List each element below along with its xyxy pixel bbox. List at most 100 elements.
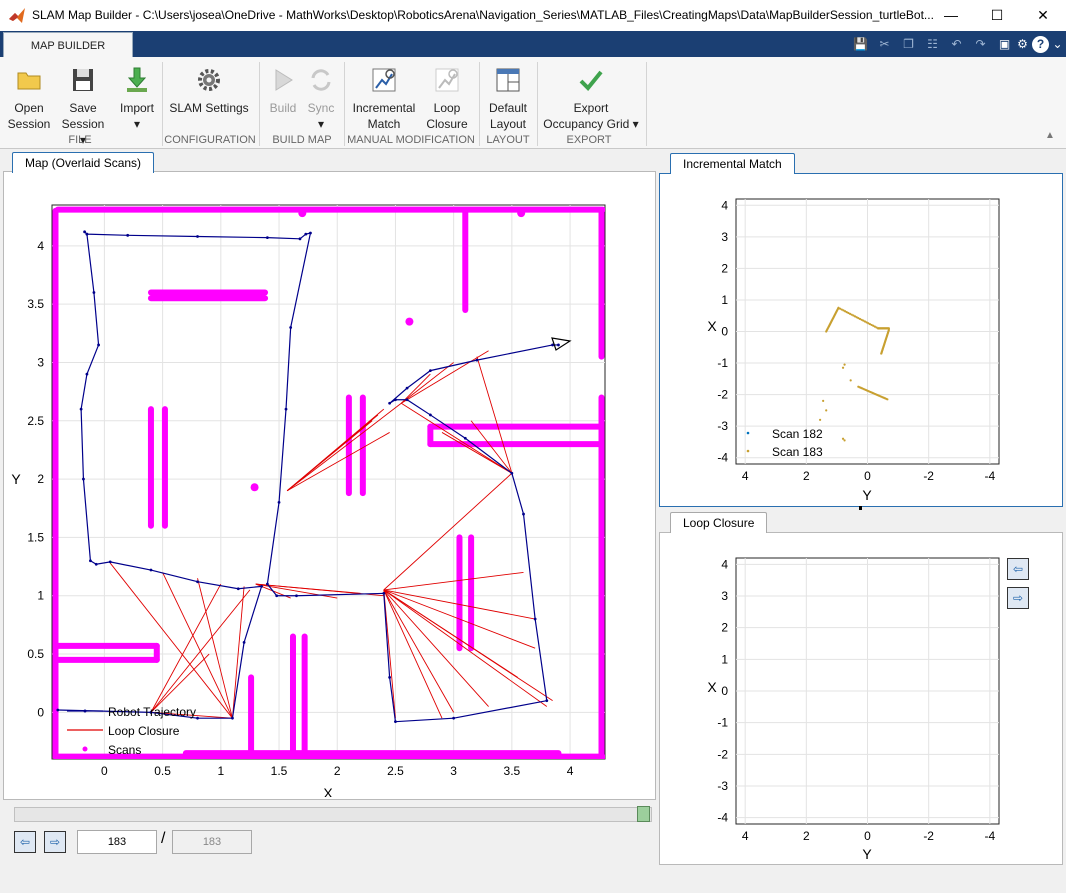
scan-183-point [870,323,873,327]
copy-icon[interactable]: ❐ [903,37,914,51]
import-arrow-icon [127,67,147,92]
slam-settings-button[interactable]: SLAM Settings [166,66,252,116]
export-label-2: Occupancy Grid [543,117,630,131]
ytick-label: -2 [717,388,728,402]
trajectory-node [388,401,392,405]
import-dropdown-icon[interactable]: ▾ [133,117,141,131]
chevron-down-icon[interactable]: ⌄ [1052,37,1063,51]
play-icon [275,69,293,91]
group-separator [344,62,345,146]
tab-incremental-match[interactable]: Incremental Match [670,153,795,174]
redo-icon[interactable]: ↷ [975,37,986,51]
xtick-label: 0 [864,829,871,843]
loop-closure-line [383,589,536,649]
splitter-handle[interactable] [859,506,862,510]
group-separator [259,62,260,146]
export-label-1: Export [573,101,609,115]
loop-tick-labels: 4 2 0 -2 -4 4 3 2 1 0 -1 -2 -3 -4 [717,557,995,843]
export-occupancy-grid-button[interactable]: Export Occupancy Grid ▾ [542,66,640,132]
cut-icon[interactable]: ✂ [879,37,890,51]
legend-marker-scan183 [746,449,750,453]
robot-trajectory [56,230,560,724]
scan-183-point [842,309,845,312]
open-session-button[interactable]: Open Session [4,66,54,132]
trajectory-node [309,231,312,235]
scan-183-point [862,319,865,322]
trajectory-node [231,716,234,720]
paste-icon[interactable]: ☷ [927,37,938,51]
map-xtick-label: 2 [334,764,341,778]
map-plot[interactable]: 0 0.5 1 1.5 2 2.5 3 3.5 4 0 0.5 1 1.5 2 2.5 3 3.5 4 X Y R… [3,172,654,797]
trajectory-node [97,343,100,347]
maximize-button[interactable]: ☐ [990,7,1004,23]
close-button[interactable]: ✕ [1037,7,1049,23]
loop-closure-line [286,402,402,492]
incremental-match-label-1: Incremental [352,101,416,115]
trajectory-node [388,675,392,679]
save-quick-icon[interactable]: 💾 [853,37,868,51]
map-ytick-label: 3 [37,355,44,369]
trajectory-node [545,699,549,703]
minimize-button[interactable]: — [944,7,958,23]
loop-closure-line [383,589,455,713]
default-layout-label-2: Layout [489,117,527,131]
group-label-layout: LAYOUT [486,134,530,146]
trajectory-node [533,617,537,621]
trajectory-node [149,710,153,714]
trajectory-node [265,582,269,586]
scan-slider[interactable] [14,807,652,822]
tab-loop-closure[interactable]: Loop Closure [670,512,768,533]
sync-dropdown-icon[interactable]: ▾ [317,117,325,131]
next-scan-button[interactable]: ⇨ [44,831,66,853]
current-scan-input[interactable]: 183 [77,830,157,854]
trajectory-node [557,343,560,347]
arrow-right-icon: ⇨ [49,835,61,849]
loop-previous-button[interactable]: ⇦ [1007,558,1029,580]
legend-scan183-label: Scan 183 [772,445,823,459]
build-button[interactable]: Build [264,66,302,116]
save-session-button[interactable]: Save Session ▾ [58,66,108,148]
loop-closure-plot[interactable]: 4 2 0 -2 -4 4 3 2 1 0 -1 -2 -3 -4 Y X [660,533,1005,863]
sync-button[interactable]: Sync ▾ [302,66,340,132]
loop-closure-button[interactable]: Loop Closure [424,66,470,132]
ribbon [0,57,1066,149]
tab-map-overlaid-scans[interactable]: Map (Overlaid Scans) [12,152,155,173]
undo-icon[interactable]: ↶ [951,37,962,51]
default-layout-button[interactable]: Default Layout [484,66,532,132]
scan-slider-thumb[interactable] [637,806,650,822]
legend-marker-trajectory [83,709,87,713]
loop-ylabel: X [707,679,717,695]
legend-loop-closure-label: Loop Closure [108,724,180,738]
settings-icon[interactable]: ⚙ [1017,37,1028,51]
loop-closure-lines [109,350,553,719]
trajectory-node [394,720,397,724]
scan-183-point [855,316,858,319]
tab-map-builder[interactable]: MAP BUILDER [3,32,133,58]
scan-183-point [847,311,850,315]
trajectory-node [428,413,432,417]
map-ytick-label: 2 [37,472,44,486]
layout-icon[interactable]: ▣ [998,37,1011,51]
loop-closure-line [470,420,513,474]
matlab-logo-icon [9,8,25,23]
trajectory-node [83,230,86,234]
import-button[interactable]: Import ▾ [112,66,162,132]
incremental-match-button[interactable]: Incremental Match [350,66,418,132]
export-dropdown-icon[interactable]: ▾ [632,117,639,131]
xtick-label: 2 [803,469,810,483]
loop-next-button[interactable]: ⇨ [1007,587,1029,609]
ytick-label: -4 [717,811,728,825]
trajectory-node [284,407,288,411]
map-xtick-label: 3 [450,764,457,778]
collapse-ribbon-icon[interactable]: ▲ [1045,130,1055,141]
trajectory-node [85,232,89,236]
loop-closure-line [383,589,536,620]
help-icon[interactable]: ? [1032,36,1049,53]
robot-pose-arrow-icon [551,337,572,351]
incremental-match-plot[interactable]: 4 2 0 -2 -4 4 3 2 1 0 -1 -2 -3 -4 Y X Scan 182 Scan 1… [660,174,1060,504]
scan-183-point [875,326,878,329]
checkmark-icon [579,70,603,91]
inc-ylabel: X [707,318,717,334]
save-dropdown-icon[interactable]: ▾ [79,133,87,147]
previous-scan-button[interactable]: ⇦ [14,831,36,853]
